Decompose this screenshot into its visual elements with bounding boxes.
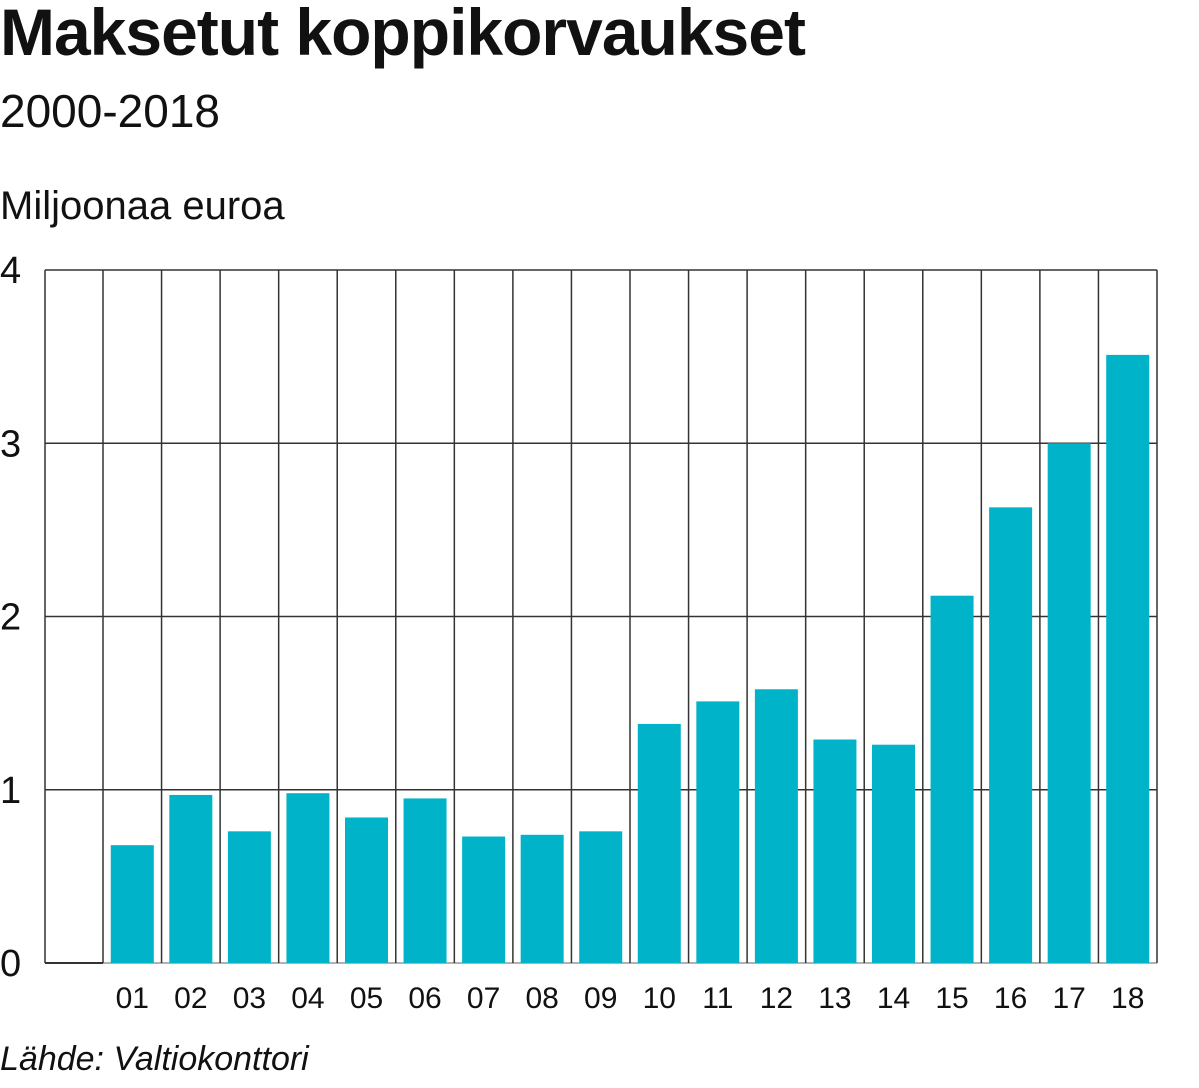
bars xyxy=(110,354,1150,964)
chart-subtitle: 2000-2018 xyxy=(0,85,220,137)
x-tick-label: 04 xyxy=(291,982,324,1015)
x-tick-label: 17 xyxy=(1052,982,1085,1015)
bar-10 xyxy=(637,723,681,963)
y-axis-ticks: 0 1 2 3 4 xyxy=(0,250,21,985)
x-tick-label: 06 xyxy=(408,982,441,1015)
bar-07 xyxy=(462,836,506,963)
bar-16 xyxy=(989,507,1033,963)
grid xyxy=(44,269,1158,964)
x-tick-label: 05 xyxy=(350,982,383,1015)
y-tick-label: 0 xyxy=(0,943,21,985)
bar-09 xyxy=(579,831,623,963)
x-tick-label: 10 xyxy=(643,982,676,1015)
x-tick-label: 14 xyxy=(877,982,910,1015)
x-tick-label: 12 xyxy=(760,982,793,1015)
bar-17 xyxy=(1047,443,1091,963)
y-tick-label: 1 xyxy=(0,770,21,812)
bar-13 xyxy=(813,739,857,963)
chart-title: Maksetut koppikorvaukset xyxy=(0,0,806,69)
x-tick-label: 16 xyxy=(994,982,1027,1015)
x-tick-label: 13 xyxy=(818,982,851,1015)
y-axis-unit-label: Miljoonaa euroa xyxy=(0,184,285,228)
bar-11 xyxy=(696,701,740,963)
source-note: Lähde: Valtiokonttori xyxy=(0,1040,309,1078)
x-tick-label: 08 xyxy=(525,982,558,1015)
y-tick-label: 2 xyxy=(0,597,21,639)
bar-04 xyxy=(286,793,330,963)
bar-14 xyxy=(872,744,915,963)
x-tick-label: 02 xyxy=(174,982,207,1015)
bar-06 xyxy=(403,798,447,963)
x-axis-ticks: 01 02 03 04 05 06 07 08 09 10 11 12 13 14 15 16 17 18 xyxy=(116,982,1145,1015)
x-tick-label: 09 xyxy=(584,982,617,1015)
x-tick-label: 03 xyxy=(233,982,266,1015)
bar-01 xyxy=(110,845,154,963)
x-tick-label: 01 xyxy=(116,982,149,1015)
bar-15 xyxy=(930,595,974,963)
x-tick-label: 18 xyxy=(1111,982,1144,1015)
bar-02 xyxy=(169,794,213,963)
bar-08 xyxy=(520,834,564,963)
x-tick-label: 15 xyxy=(935,982,968,1015)
bar-03 xyxy=(227,831,271,963)
x-tick-label: 11 xyxy=(702,982,733,1015)
bar-05 xyxy=(345,817,388,963)
x-tick-label: 07 xyxy=(467,982,500,1015)
bar-18 xyxy=(1106,354,1150,964)
y-tick-label: 3 xyxy=(0,423,21,465)
y-tick-label: 4 xyxy=(0,250,21,292)
bar-12 xyxy=(754,689,798,963)
